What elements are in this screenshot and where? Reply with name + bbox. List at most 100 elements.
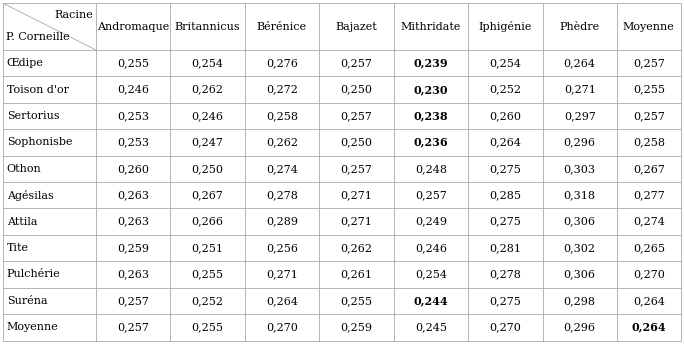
- Text: 0,260: 0,260: [489, 111, 521, 121]
- Text: 0,264: 0,264: [633, 296, 665, 306]
- Text: 0,230: 0,230: [414, 84, 448, 95]
- Text: 0,248: 0,248: [415, 164, 447, 174]
- Text: 0,255: 0,255: [117, 58, 149, 68]
- Text: 0,264: 0,264: [631, 322, 666, 333]
- Text: 0,262: 0,262: [266, 137, 298, 147]
- Text: 0,271: 0,271: [341, 217, 372, 227]
- Text: 0,272: 0,272: [266, 85, 298, 95]
- Text: 0,264: 0,264: [266, 296, 298, 306]
- Text: 0,250: 0,250: [341, 137, 372, 147]
- Text: 0,259: 0,259: [341, 322, 372, 332]
- Text: 0,275: 0,275: [489, 217, 521, 227]
- Text: Bérénice: Bérénice: [257, 22, 307, 32]
- Text: 0,261: 0,261: [341, 269, 372, 279]
- Text: Andromaque: Andromaque: [97, 22, 169, 32]
- Text: 0,318: 0,318: [564, 190, 596, 200]
- Text: 0,263: 0,263: [117, 190, 149, 200]
- Text: 0,252: 0,252: [192, 296, 224, 306]
- Text: 0,256: 0,256: [266, 243, 298, 253]
- Text: 0,250: 0,250: [341, 85, 372, 95]
- Text: 0,236: 0,236: [414, 137, 448, 148]
- Text: 0,277: 0,277: [633, 190, 665, 200]
- Text: Moyenne: Moyenne: [623, 22, 674, 32]
- Text: 0,257: 0,257: [633, 111, 665, 121]
- Text: 0,246: 0,246: [415, 243, 447, 253]
- Text: 0,260: 0,260: [117, 164, 149, 174]
- Text: 0,255: 0,255: [192, 322, 224, 332]
- Text: Moyenne: Moyenne: [7, 322, 59, 332]
- Text: 0,296: 0,296: [564, 137, 596, 147]
- Text: 0,257: 0,257: [341, 111, 372, 121]
- Text: 0,239: 0,239: [414, 57, 448, 68]
- Text: 0,259: 0,259: [117, 243, 149, 253]
- Text: 0,246: 0,246: [192, 111, 224, 121]
- Text: 0,247: 0,247: [192, 137, 224, 147]
- Text: 0,266: 0,266: [192, 217, 224, 227]
- Text: Attila: Attila: [7, 217, 38, 227]
- Text: 0,267: 0,267: [192, 190, 224, 200]
- Text: 0,263: 0,263: [117, 269, 149, 279]
- Text: 0,306: 0,306: [564, 217, 596, 227]
- Text: 0,275: 0,275: [489, 164, 521, 174]
- Text: 0,278: 0,278: [489, 269, 521, 279]
- Text: Iphigénie: Iphigénie: [479, 21, 532, 32]
- Text: 0,271: 0,271: [266, 269, 298, 279]
- Text: 0,297: 0,297: [564, 111, 596, 121]
- Text: 0,270: 0,270: [266, 322, 298, 332]
- Text: 0,303: 0,303: [564, 164, 596, 174]
- Text: 0,254: 0,254: [415, 269, 447, 279]
- Text: Phèdre: Phèdre: [560, 22, 600, 32]
- Text: 0,238: 0,238: [414, 110, 448, 121]
- Text: 0,253: 0,253: [117, 111, 149, 121]
- Text: 0,257: 0,257: [341, 164, 372, 174]
- Text: 0,258: 0,258: [266, 111, 298, 121]
- Text: 0,267: 0,267: [633, 164, 665, 174]
- Text: 0,245: 0,245: [415, 322, 447, 332]
- Text: 0,255: 0,255: [192, 269, 224, 279]
- Text: 0,296: 0,296: [564, 322, 596, 332]
- Text: Sertorius: Sertorius: [7, 111, 60, 121]
- Text: Agésilas: Agésilas: [7, 190, 53, 201]
- Text: 0,278: 0,278: [266, 190, 298, 200]
- Text: 0,257: 0,257: [117, 322, 149, 332]
- Text: Mithridate: Mithridate: [401, 22, 461, 32]
- Text: Othon: Othon: [7, 164, 42, 174]
- Text: 0,270: 0,270: [489, 322, 521, 332]
- Text: 0,274: 0,274: [266, 164, 298, 174]
- Text: Britannicus: Britannicus: [174, 22, 240, 32]
- Text: P. Corneille: P. Corneille: [6, 32, 70, 42]
- Text: 0,306: 0,306: [564, 269, 596, 279]
- Text: 0,289: 0,289: [266, 217, 298, 227]
- Text: Œdipe: Œdipe: [7, 58, 44, 68]
- Text: Suréna: Suréna: [7, 296, 47, 306]
- Text: 0,262: 0,262: [192, 85, 224, 95]
- Text: 0,252: 0,252: [489, 85, 521, 95]
- Text: 0,271: 0,271: [341, 190, 372, 200]
- Text: 0,244: 0,244: [414, 295, 448, 307]
- Text: 0,257: 0,257: [633, 58, 665, 68]
- Text: 0,257: 0,257: [415, 190, 447, 200]
- Text: 0,257: 0,257: [117, 296, 149, 306]
- Text: 0,265: 0,265: [633, 243, 665, 253]
- Text: 0,263: 0,263: [117, 217, 149, 227]
- Text: 0,251: 0,251: [192, 243, 224, 253]
- Text: 0,254: 0,254: [192, 58, 224, 68]
- Text: 0,298: 0,298: [564, 296, 596, 306]
- Text: 0,264: 0,264: [489, 137, 521, 147]
- Text: Sophonisbe: Sophonisbe: [7, 137, 73, 147]
- Text: 0,250: 0,250: [192, 164, 224, 174]
- Text: 0,246: 0,246: [117, 85, 149, 95]
- Text: 0,275: 0,275: [489, 296, 521, 306]
- Text: 0,262: 0,262: [341, 243, 372, 253]
- Text: Toison d'or: Toison d'or: [7, 85, 69, 95]
- Text: 0,254: 0,254: [489, 58, 521, 68]
- Text: 0,270: 0,270: [633, 269, 665, 279]
- Text: Tite: Tite: [7, 243, 29, 253]
- Text: 0,285: 0,285: [489, 190, 521, 200]
- Text: 0,281: 0,281: [489, 243, 521, 253]
- Text: 0,264: 0,264: [564, 58, 596, 68]
- Text: 0,253: 0,253: [117, 137, 149, 147]
- Text: 0,249: 0,249: [415, 217, 447, 227]
- Text: 0,271: 0,271: [564, 85, 596, 95]
- Text: 0,276: 0,276: [266, 58, 298, 68]
